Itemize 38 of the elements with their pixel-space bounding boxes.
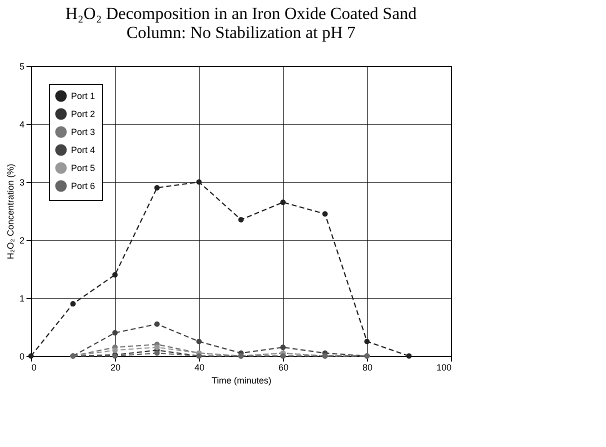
- point: [154, 350, 160, 356]
- point: [28, 353, 34, 359]
- point: [154, 321, 160, 327]
- x-tick-label: 40: [194, 362, 205, 372]
- point: [154, 344, 160, 350]
- legend-label: Port 6: [71, 181, 96, 191]
- point: [112, 272, 118, 278]
- legend-label: Port 5: [71, 163, 96, 173]
- y-tick-label: 5: [19, 62, 24, 72]
- point: [322, 211, 328, 217]
- y-tick-label: 1: [19, 294, 24, 304]
- point: [406, 353, 412, 359]
- point: [70, 301, 76, 307]
- point: [238, 216, 244, 222]
- point: [196, 179, 202, 185]
- point: [112, 330, 118, 336]
- x-tick-label: 80: [362, 362, 373, 372]
- chart-title: H₂O₂ Decomposition in an Iron Oxide Coated Sand Column: No Stabilization at pH 7: [65, 4, 418, 42]
- point: [280, 200, 286, 206]
- legend-label: Port 3: [71, 127, 96, 137]
- legend-label: Port 2: [71, 109, 96, 119]
- point: [364, 338, 370, 344]
- y-tick-label: 0: [19, 352, 24, 362]
- point: [154, 185, 160, 191]
- x-tick-label: 100: [436, 362, 452, 372]
- y-tick-label: 4: [19, 120, 24, 130]
- x-tick-label: 0: [32, 362, 37, 372]
- x-axis-title: Time (minutes): [212, 376, 272, 386]
- legend-label: Port 1: [71, 91, 96, 101]
- x-tick-label: 60: [278, 362, 289, 372]
- point: [280, 344, 286, 350]
- x-tick-label: 20: [110, 362, 121, 372]
- point: [196, 338, 202, 344]
- y-tick-label: 3: [19, 178, 24, 188]
- y-tick-label: 2: [19, 236, 24, 246]
- legend-label: Port 4: [71, 145, 96, 155]
- point: [112, 347, 118, 353]
- y-axis-title: H₂O₂ Concentration (%): [5, 164, 16, 260]
